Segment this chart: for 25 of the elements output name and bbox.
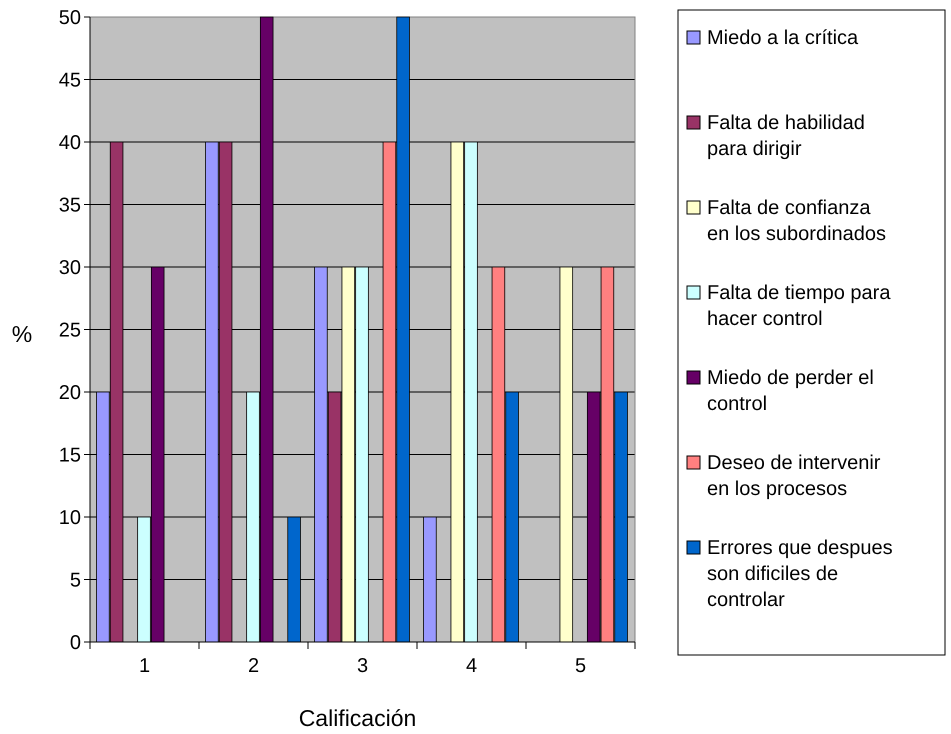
x-tick-label: 4 (466, 655, 478, 677)
x-tick-label: 5 (574, 655, 586, 677)
y-tick-label: 25 (58, 320, 81, 342)
x-tick-label: 3 (356, 655, 368, 677)
legend-label: Falta de tiempo para hacer control (707, 282, 892, 330)
x-axis-title: Calificación (298, 705, 416, 731)
y-tick-label: 5 (70, 570, 81, 592)
y-tick-label: 45 (58, 70, 81, 92)
x-tick-label: 2 (248, 655, 260, 677)
y-tick-label: 30 (58, 257, 81, 279)
x-tick-label: 1 (138, 655, 150, 677)
y-tick-label: 35 (58, 194, 81, 216)
y-tick-label: 20 (58, 382, 81, 404)
y-tick-label: 0 (70, 632, 81, 654)
y-tick-label: 50 (58, 7, 81, 29)
y-axis-title: % (12, 321, 32, 347)
legend-label: Falta de habilidad para dirigir (707, 112, 865, 160)
y-tick-label: 10 (58, 507, 81, 529)
legend-label: Errores que despues son dificiles de controlar (707, 537, 893, 611)
legend-label: Deseo de intervenir en los procesos (707, 452, 881, 500)
legend-label: Miedo de perder el control (707, 367, 874, 415)
y-tick-label: 40 (58, 132, 81, 154)
legend-label: Miedo a la crítica (707, 27, 860, 49)
y-tick-label: 15 (58, 444, 81, 466)
legend-label: Falta de confianza en los subordinados (707, 197, 886, 245)
